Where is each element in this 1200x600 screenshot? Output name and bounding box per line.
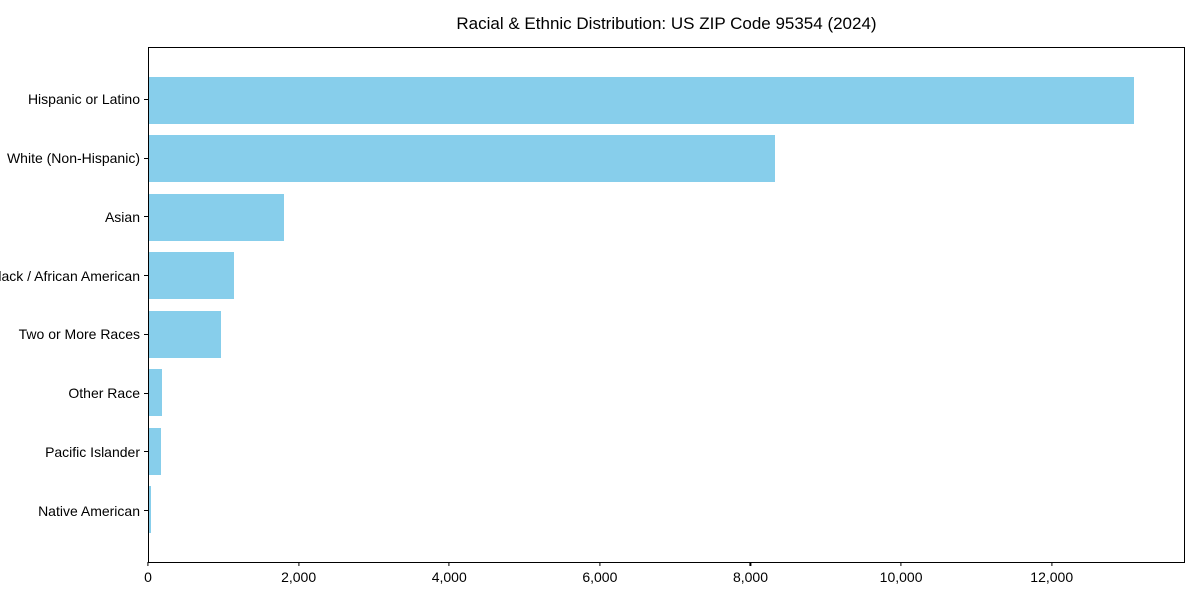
- y-tick-mark: [144, 157, 148, 159]
- x-tick-label: 6,000: [582, 569, 618, 585]
- y-label-two-or-more-races: Two or More Races: [18, 326, 140, 343]
- y-label-row: Native American: [0, 481, 148, 540]
- bar-white-non-hispanic: [149, 135, 776, 183]
- y-tick-mark: [144, 275, 148, 277]
- y-label-pacific-islander: Pacific Islander: [45, 443, 140, 460]
- y-label-row: Pacific Islander: [0, 423, 148, 482]
- y-tick-mark: [144, 216, 148, 218]
- x-tick-label: 2,000: [281, 569, 317, 585]
- chart-title: Racial & Ethnic Distribution: US ZIP Cod…: [456, 14, 877, 33]
- x-tick-label: 0: [144, 569, 152, 585]
- bar-hispanic-or-latino: [149, 76, 1135, 124]
- bars-container: [149, 48, 1184, 562]
- y-label-row: Two or More Races: [0, 305, 148, 364]
- x-tick-mark: [298, 562, 300, 566]
- bar-asian: [149, 193, 284, 241]
- y-label-row: Black / African American: [0, 246, 148, 305]
- x-tick-label: 4,000: [431, 569, 467, 585]
- bar-row: [149, 247, 1184, 306]
- y-tick-mark: [144, 98, 148, 100]
- y-label-asian: Asian: [104, 208, 140, 225]
- y-label-other-race: Other Race: [68, 385, 140, 402]
- y-label-black-african-american: Black / African American: [0, 267, 140, 284]
- bar-native-american: [149, 486, 151, 534]
- bar-row: [149, 481, 1184, 540]
- bar-pacific-islander: [149, 427, 162, 475]
- x-tick-mark: [448, 562, 450, 566]
- y-label-row: Other Race: [0, 364, 148, 423]
- bar-other-race: [149, 369, 163, 417]
- bar-row: [149, 188, 1184, 247]
- y-label-row: Asian: [0, 188, 148, 247]
- bar-row: [149, 422, 1184, 481]
- y-tick-mark: [144, 451, 148, 453]
- y-label-row: White (Non-Hispanic): [0, 129, 148, 188]
- y-axis-labels: Hispanic or Latino White (Non-Hispanic) As…: [0, 47, 148, 563]
- y-label-native-american: Native American: [38, 502, 140, 519]
- y-tick-mark: [144, 333, 148, 335]
- y-tick-mark: [144, 510, 148, 512]
- bar-row: [149, 130, 1184, 189]
- bar-row: [149, 71, 1184, 130]
- x-tick-label: 12,000: [1030, 569, 1074, 585]
- bar-row: [149, 305, 1184, 364]
- x-tick-mark: [900, 562, 902, 566]
- x-tick-label: 8,000: [732, 569, 768, 585]
- y-tick-mark: [144, 392, 148, 394]
- y-label-row: Hispanic or Latino: [0, 70, 148, 129]
- y-label-hispanic-or-latino: Hispanic or Latino: [27, 91, 140, 108]
- x-tick-mark: [147, 562, 149, 566]
- y-label-white-non-hispanic: White (Non-Hispanic): [6, 150, 140, 167]
- plot-area: [148, 47, 1185, 563]
- x-tick-mark: [599, 562, 601, 566]
- x-tick-mark: [749, 562, 752, 566]
- bar-black-african-american: [149, 252, 234, 300]
- bar-row: [149, 364, 1184, 423]
- x-tick-label: 10,000: [879, 569, 923, 585]
- x-tick-mark: [1051, 562, 1053, 566]
- bar-two-or-more-races: [149, 310, 221, 358]
- x-axis: 0 2,000 4,000 6,000 8,000 10,000 12,000: [144, 562, 1185, 596]
